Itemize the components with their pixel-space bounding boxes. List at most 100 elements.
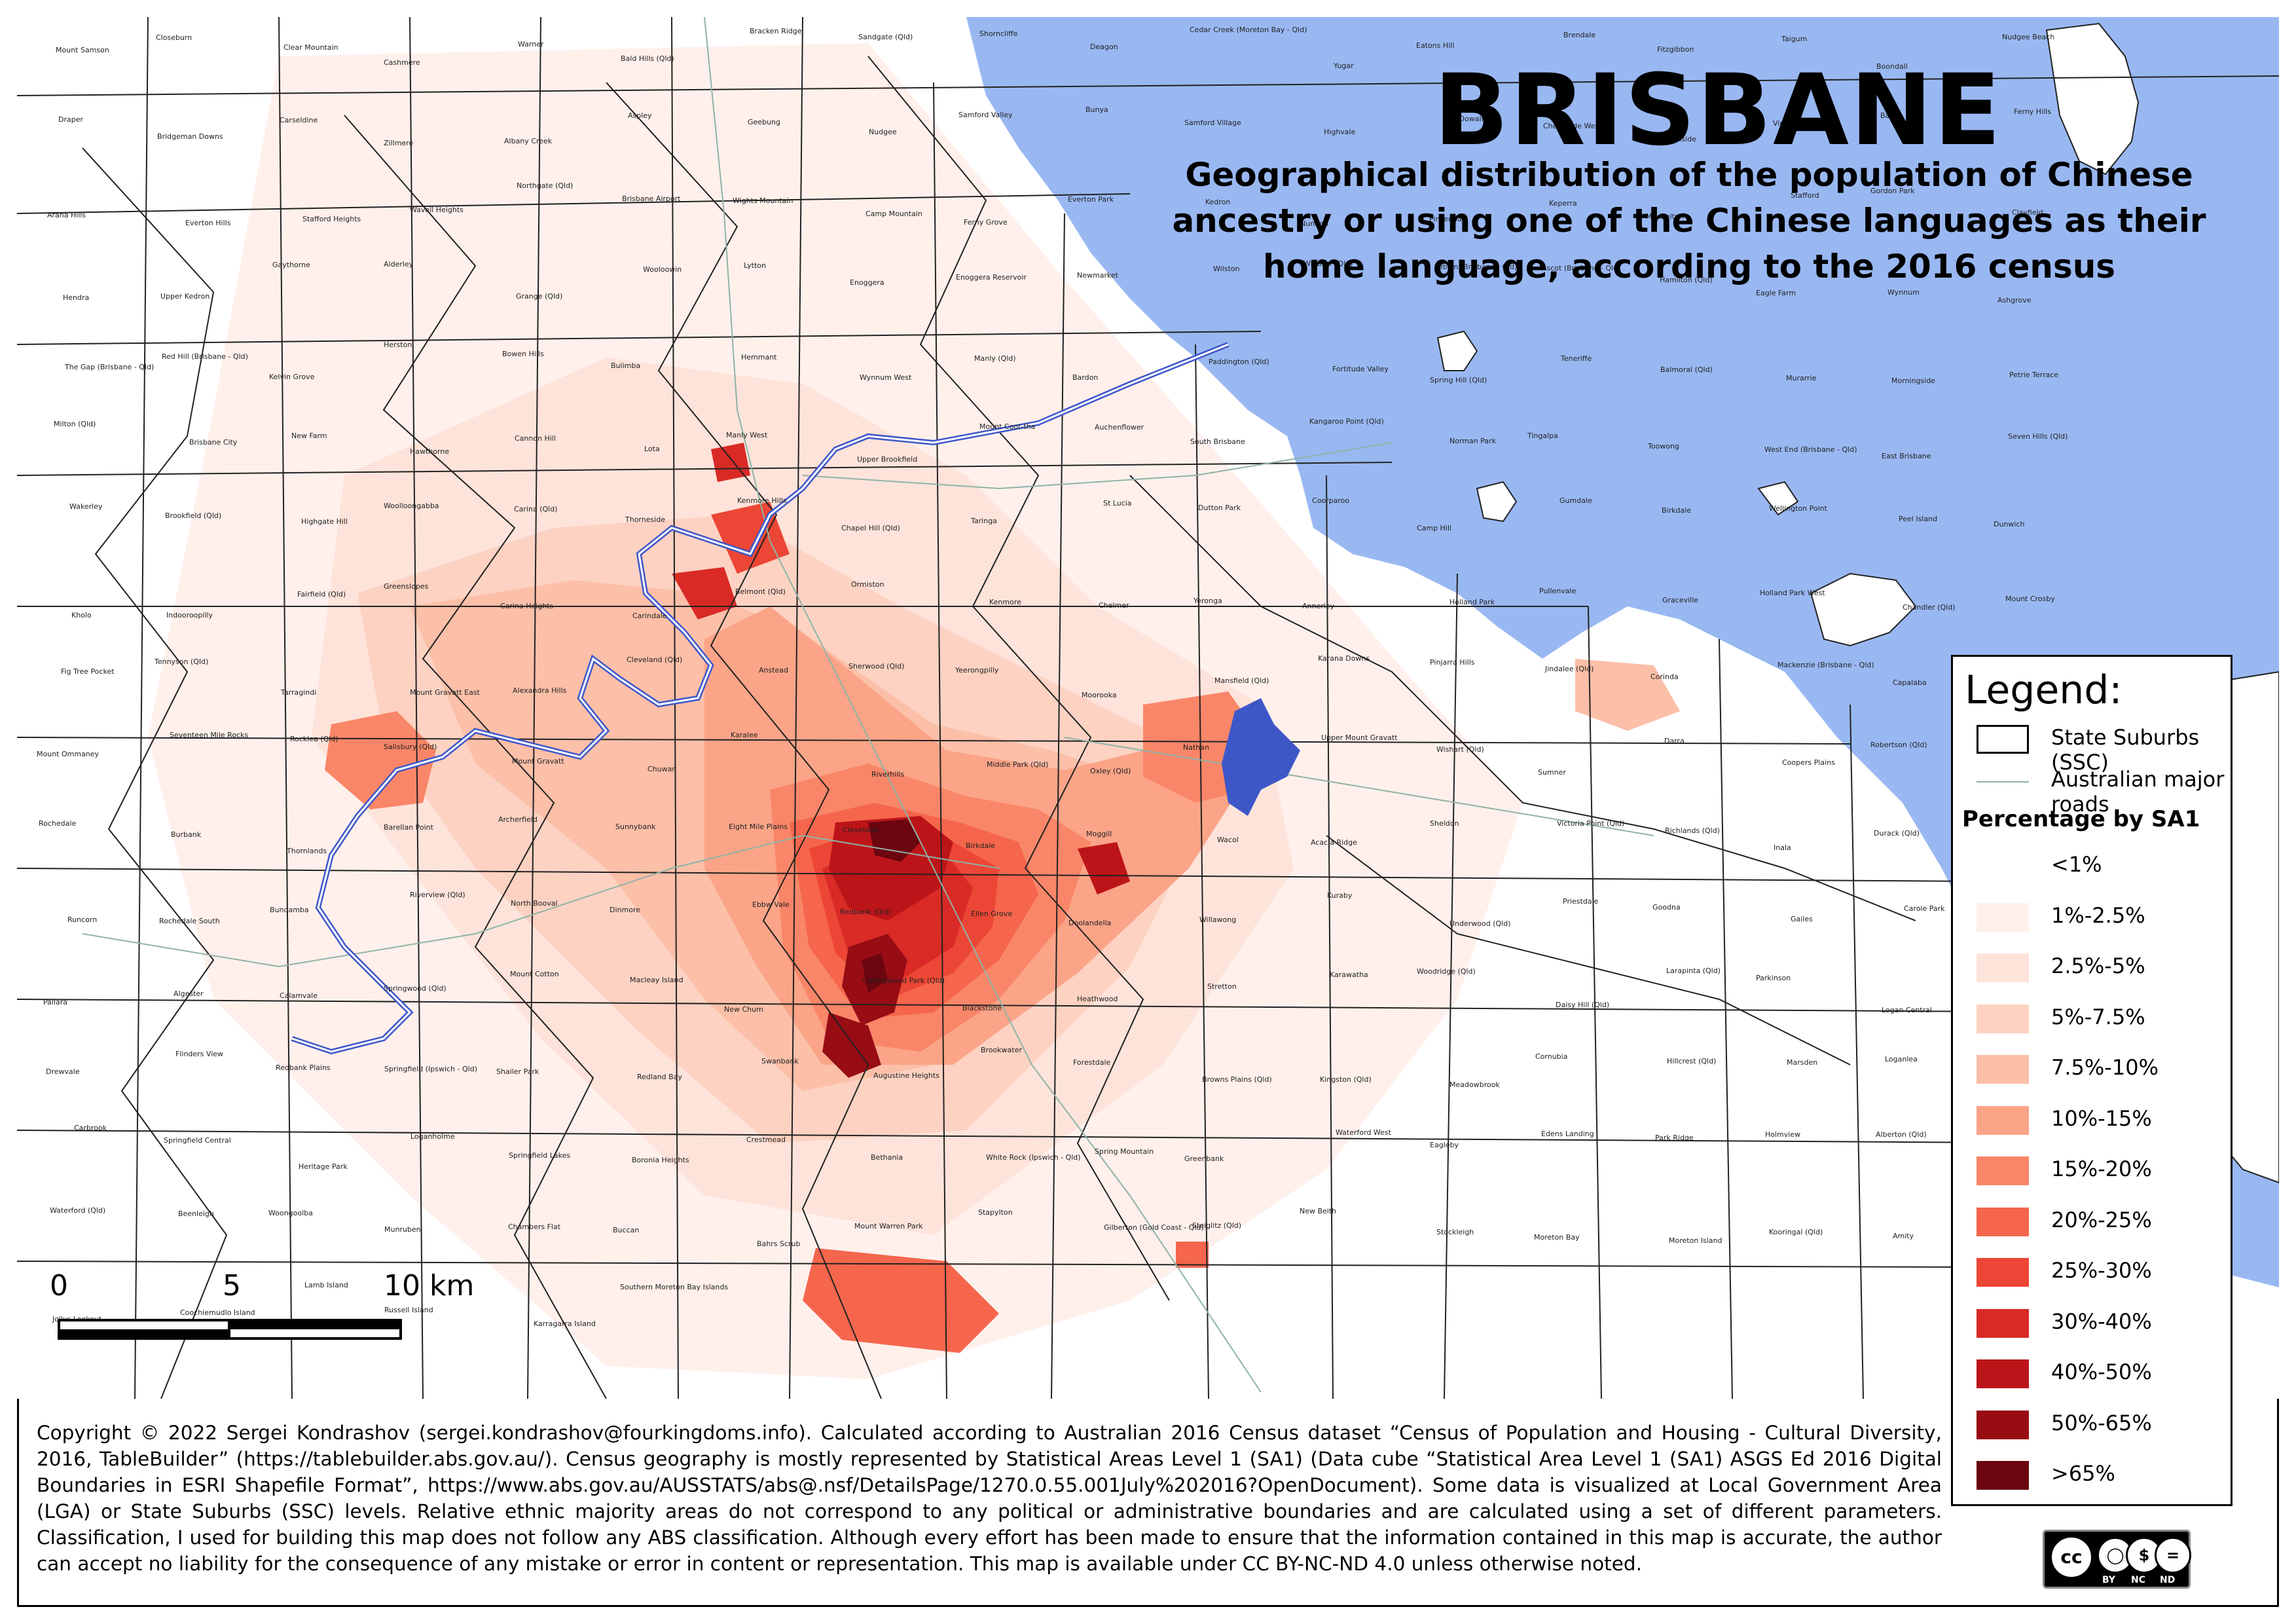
suburb-label: Highgate Hill [301,517,348,526]
suburb-label: Wynnum West [860,373,912,382]
legend-class-row: >65% [1953,1456,2231,1495]
suburb-label: Victoria Point (Qld) [1557,819,1624,828]
suburb-label: Eatons Hill [1416,41,1454,50]
suburb-label: Mount Warren Park [854,1222,923,1230]
map-canvas: Mount Samson Closeburn Clear Mountain Cashm… [17,17,2279,1399]
suburb-label: Greenbank [1184,1154,1224,1163]
suburb-label: Upper Mount Gravatt [1321,733,1398,742]
suburb-label: Birkdale [966,841,995,850]
suburb-label: Warner [518,40,544,48]
suburb-label: Rochedale South [159,917,220,925]
suburb-label: Cashmere [384,58,420,67]
suburb-label: Spring Hill (Qld) [1430,376,1487,384]
suburb-label: Cleveland [843,826,879,834]
suburb-label: Barellan Point [384,823,434,832]
suburb-label: Taigum [1781,35,1807,43]
suburb-label: Park Ridge [1655,1134,1694,1142]
suburb-label: St Lucia [1103,499,1132,507]
suburb-label: Coopers Plains [1782,758,1835,767]
suburb-label: Wights Mountain [733,196,793,205]
suburb-label: Clear Mountain [283,43,338,52]
major-roads [82,17,1654,1393]
legend-class-swatch [1977,1410,2029,1439]
suburb-label: Corinda [1650,673,1679,681]
suburb-label: Kingston (Qld) [1320,1075,1372,1084]
suburb-label: Swanbank [761,1057,799,1065]
suburb-label: Redbank Plains [276,1063,331,1072]
suburb-label: Tarragindi [280,688,316,697]
suburb-label: Bald Hills (Qld) [621,54,674,63]
suburb-label: Ascot (Brisbane - Qld) [1542,264,1620,272]
suburb-label: Holmview [1765,1130,1800,1139]
legend-class-label: 10%-15% [2051,1105,2152,1131]
by-label: BY [2102,1575,2116,1585]
suburb-label: New Chum [724,1005,763,1014]
mud-island [1436,330,1478,371]
suburb-label: Middle Park (Qld) [987,760,1048,769]
suburb-boundaries [17,17,2279,1399]
cc-license-badge[interactable]: cc ◯ $ = BY NC ND [2043,1530,2191,1589]
suburb-label: Stafford [1791,191,1819,200]
legend-class-row: 50%-65% [1953,1405,2231,1445]
suburb-label: Bundamba [270,906,309,914]
suburb-label: Karana Downs [1318,654,1370,663]
legend-class-row: 15%-20% [1953,1151,2231,1190]
suburb-label: Eagle Farm [1756,289,1796,297]
suburb-label: Chandler (Qld) [1903,603,1955,612]
suburb-label: Sunnybank [615,822,656,831]
suburb-label: Wilston [1213,265,1240,273]
suburb-label: Calamvale [280,991,318,1000]
suburb-label: Waterford West [1336,1128,1392,1137]
legend-class-label: <1% [2051,852,2102,877]
suburb-label: Algester [173,989,204,998]
suburb-label: Larapinta (Qld) [1666,967,1721,975]
suburb-label: Wishart (Qld) [1436,745,1484,754]
suburb-label: Upper Kedron [160,292,210,301]
suburb-label: Crestmead [746,1135,786,1144]
suburb-label: Enoggera Reservoir [956,273,1027,282]
suburb-label: Nudgee Beach [2002,33,2054,41]
suburb-label: Chelmer [1099,601,1129,610]
legend-class-swatch [1977,953,2029,982]
suburb-label: Gaythorne [272,261,310,269]
suburb-label: Morningside [1891,377,1935,385]
suburb-labels: Mount Samson Closeburn Clear Mountain Cashm… [37,26,2081,1328]
suburb-label: Kooringal (Qld) [1769,1228,1823,1236]
suburb-label: Albion (Brisbane - Qld) [1436,263,1517,271]
rochedale-hotspot [1078,842,1130,895]
suburb-label: Fortitude Valley [1332,365,1389,373]
suburb-label: Mount Gravatt East [410,688,481,697]
suburb-label: Riverview (Qld) [410,891,465,899]
suburb-label: Richlands (Qld) [1665,826,1720,835]
suburb-label: Highvale [1324,128,1356,136]
suburb-label: Willawong [1199,915,1236,924]
suburb-label: Archerfield [498,815,538,824]
suburb-label: Camp Mountain [866,210,922,218]
suburb-label: Taringa [970,517,997,525]
suburb-label: Gordon Park [1870,187,1915,195]
legend-class-row: 5%-7.5% [1953,999,2231,1039]
peel-island [1810,572,1917,647]
legend-class-row: <1% [1953,847,2231,886]
suburb-label: Sandgate (Qld) [858,33,913,41]
scale-label-5: 5 [223,1269,241,1302]
suburb-label: Ebbw Vale [752,900,790,909]
moreton-bay-water [966,17,2279,1287]
suburb-label: Logan Central [1882,1006,1932,1014]
suburb-label: Macleay Island [630,976,683,984]
suburb-label: Springfield Central [164,1136,231,1145]
suburb-label: Heathwood [1077,995,1118,1003]
suburb-label: Coorparoo [1312,496,1349,505]
suburb-label: Stockleigh [1436,1228,1474,1236]
legend-section-title: Percentage by SA1 [1962,806,2200,832]
map-title: BRISBANE [1434,54,2003,168]
suburb-label: Woodridge (Qld) [1417,967,1476,976]
suburb-label: Chermside West [1543,122,1602,130]
suburb-label: Karawatha [1330,970,1368,979]
roads-swatch [1977,781,2029,783]
suburb-label: Cleveland (Qld) [627,655,682,664]
suburb-label: Nundah [1300,219,1328,228]
suburb-label: Kelvin Grove [269,373,315,381]
suburb-label: Stafford Heights [302,215,361,223]
suburb-label: Holland Park [1449,598,1495,606]
